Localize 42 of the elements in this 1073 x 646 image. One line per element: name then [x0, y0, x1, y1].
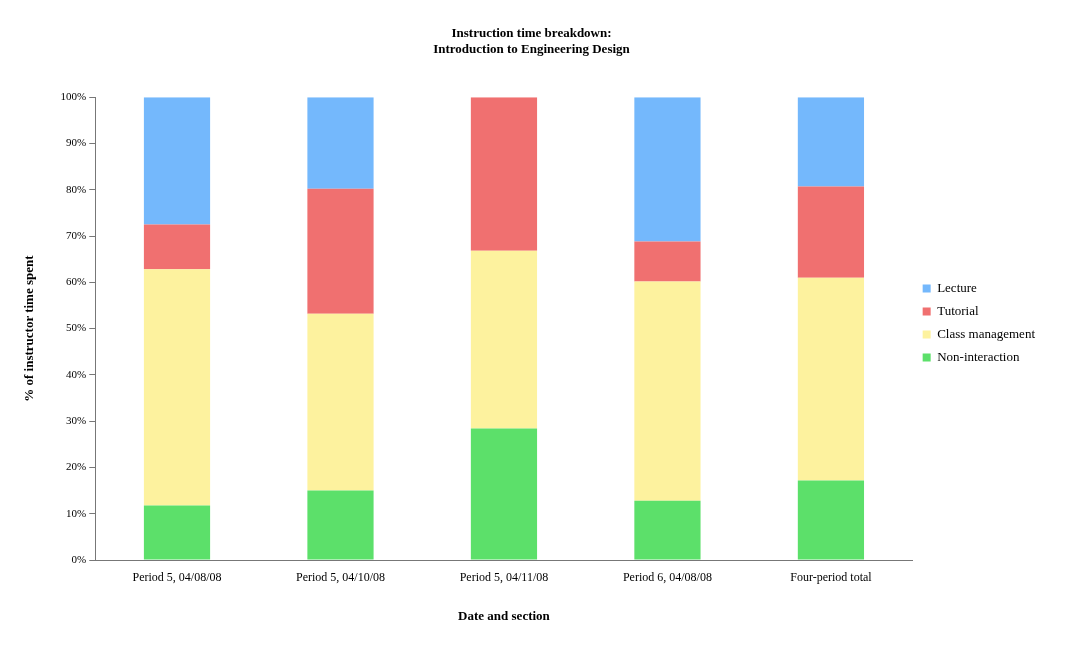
bar — [797, 277, 865, 481]
y-tick-label: 50% — [66, 321, 87, 334]
legend-label: Non-interaction — [937, 348, 1020, 364]
legend-label: Lecture — [937, 279, 978, 295]
y-tick-label: 40% — [66, 367, 87, 380]
y-tick-label: 0% — [71, 552, 87, 565]
bar — [797, 97, 865, 187]
bar — [470, 428, 538, 560]
x-tick-label: Period 5, 04/11/08 — [459, 570, 549, 585]
x-tick-label: Four-period total — [790, 570, 873, 585]
bar — [143, 505, 211, 560]
bar — [634, 281, 701, 501]
y-tick-label: 70% — [66, 228, 87, 241]
x-tick-label: Period 6, 04/08/08 — [622, 570, 712, 585]
y-tick-label: 60% — [66, 275, 87, 288]
bar — [143, 97, 211, 225]
legend-label: Tutorial — [937, 302, 979, 318]
bar — [307, 97, 374, 189]
y-tick-label: 90% — [66, 136, 87, 149]
bar — [307, 188, 374, 314]
bar — [634, 241, 701, 282]
y-tick-label: 80% — [66, 182, 87, 195]
bar — [143, 224, 211, 270]
x-axis-title: Date and section — [458, 607, 551, 623]
bar — [797, 186, 865, 278]
bar — [143, 269, 211, 506]
y-tick-label: 20% — [66, 460, 87, 473]
bar — [470, 250, 538, 429]
y-tick-label: 100% — [60, 90, 87, 103]
bar — [634, 500, 701, 560]
y-tick-label: 10% — [66, 506, 87, 519]
bar — [797, 480, 865, 560]
y-axis-title: % of instructor time spent — [21, 254, 37, 402]
x-tick-label: Period 5, 04/10/08 — [295, 570, 385, 585]
bar — [634, 97, 701, 242]
chart-title: Instruction time breakdown: Introduction to Engineering Design — [433, 25, 631, 56]
y-tick-label: 30% — [66, 414, 87, 427]
bar — [307, 313, 374, 491]
x-tick-label: Period 5, 04/08/08 — [132, 570, 222, 585]
legend-label: Class management — [937, 325, 1036, 341]
bar — [470, 97, 538, 251]
bar — [307, 490, 374, 560]
